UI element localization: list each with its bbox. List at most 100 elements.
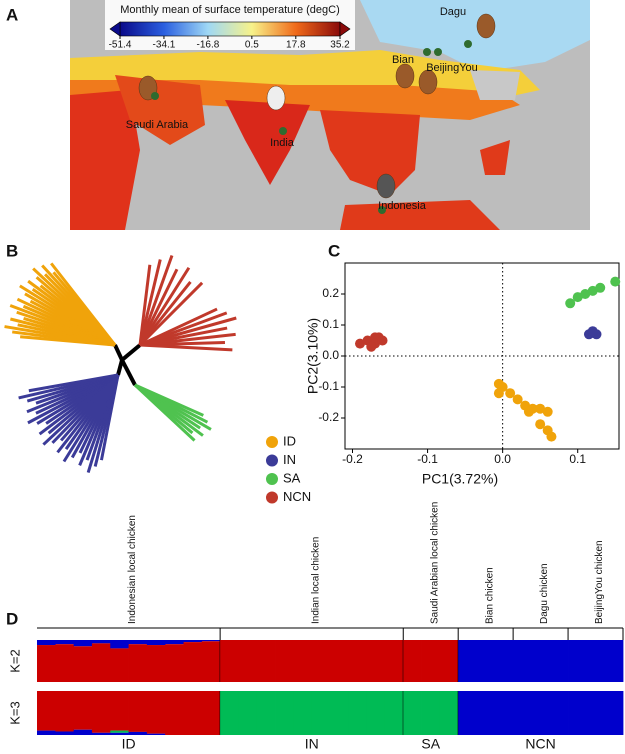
ancestry-segment bbox=[110, 640, 129, 649]
ancestry-segment bbox=[476, 640, 496, 682]
population-label: Bian chicken bbox=[484, 567, 495, 624]
location-dot bbox=[151, 92, 159, 100]
group-label: ID bbox=[122, 736, 136, 752]
legend-label: NCN bbox=[283, 489, 311, 504]
population-label: Dagu chicken bbox=[539, 563, 550, 624]
location-dot bbox=[434, 48, 442, 56]
location-dot bbox=[378, 206, 386, 214]
ancestry-segment bbox=[439, 691, 459, 735]
tree-branch bbox=[133, 383, 196, 442]
ancestry-segment bbox=[165, 691, 184, 735]
panel-label: C bbox=[328, 241, 340, 260]
ancestry-segment bbox=[439, 640, 459, 682]
ancestry-segment bbox=[201, 640, 221, 642]
ancestry-segment bbox=[604, 640, 624, 682]
group-label: NCN bbox=[525, 736, 555, 752]
point bbox=[595, 282, 606, 293]
ancestry-segment bbox=[494, 640, 514, 682]
legend-label: SA bbox=[283, 470, 301, 485]
ancestry-segment bbox=[366, 691, 386, 735]
ancestry-segment bbox=[293, 691, 313, 735]
ancestry-segment bbox=[220, 691, 239, 735]
x-axis-label: PC1(3.72%) bbox=[422, 471, 498, 487]
point bbox=[505, 388, 516, 399]
location-dot bbox=[464, 40, 472, 48]
ancestry-segment bbox=[384, 691, 404, 735]
point bbox=[535, 419, 546, 430]
x-tick-label: 0.0 bbox=[494, 452, 511, 466]
point bbox=[572, 292, 583, 303]
ancestry-segment bbox=[37, 640, 56, 646]
tree-branch bbox=[138, 255, 174, 346]
chicken-icon bbox=[376, 173, 396, 199]
ancestry-segment bbox=[55, 640, 75, 645]
tree-stem bbox=[120, 343, 142, 362]
location-label: BeijingYou bbox=[426, 62, 478, 74]
population-label: Indonesian local chicken bbox=[127, 515, 138, 624]
location-label: Indonesia bbox=[378, 200, 427, 212]
chicken-icon bbox=[266, 85, 286, 111]
colorbar-tick-label: 17.8 bbox=[286, 40, 306, 51]
legend-label: IN bbox=[283, 452, 296, 467]
ancestry-segment bbox=[549, 640, 569, 682]
tree-branch bbox=[138, 259, 162, 346]
ancestry-segment bbox=[128, 644, 148, 682]
point bbox=[493, 388, 504, 399]
ancestry-segment bbox=[73, 691, 93, 730]
point bbox=[512, 394, 523, 405]
ancestry-segment bbox=[311, 691, 331, 735]
ancestry-segment bbox=[568, 640, 587, 682]
group-label: IN bbox=[305, 736, 319, 752]
y-axis-label: PC2(3.10%) bbox=[305, 318, 321, 394]
ancestry-segment bbox=[128, 691, 148, 732]
point bbox=[580, 289, 591, 299]
ancestry-segment bbox=[421, 640, 441, 682]
legend-swatch bbox=[266, 436, 278, 448]
tree-branch bbox=[139, 343, 233, 352]
ancestry-segment bbox=[183, 640, 203, 643]
ancestry-segment bbox=[146, 691, 166, 734]
location-label: Dagu bbox=[440, 6, 466, 18]
colorbar-tick-label: 35.2 bbox=[330, 40, 350, 51]
ancestry-segment bbox=[238, 640, 258, 682]
colorbar-tick-label: -34.1 bbox=[153, 40, 176, 51]
legend-swatch bbox=[266, 473, 278, 485]
ancestry-segment bbox=[531, 640, 551, 682]
ancestry-segment bbox=[604, 691, 624, 735]
location-label: Saudi Arabia bbox=[126, 119, 189, 131]
panel-label: B bbox=[6, 241, 18, 260]
ancestry-segment bbox=[73, 729, 93, 735]
point bbox=[587, 285, 598, 296]
point bbox=[535, 403, 546, 414]
legend-swatch bbox=[266, 491, 278, 504]
point bbox=[366, 341, 377, 352]
tree-branch bbox=[138, 281, 204, 347]
ancestry-segment bbox=[110, 691, 129, 731]
ancestry-segment bbox=[513, 691, 532, 735]
ancestry-segment bbox=[91, 691, 111, 733]
location-label: Bian bbox=[392, 54, 414, 66]
ancestry-segment bbox=[458, 640, 477, 682]
ancestry-segment bbox=[256, 640, 276, 682]
ancestry-segment bbox=[476, 691, 496, 735]
x-tick-label: 0.1 bbox=[569, 452, 586, 466]
ancestry-segment bbox=[37, 730, 56, 735]
ancestry-segment bbox=[384, 640, 404, 682]
chicken-icon bbox=[476, 13, 496, 39]
panel-label: A bbox=[6, 5, 18, 24]
colorbar-tick-label: -16.8 bbox=[196, 40, 219, 51]
ancestry-segment bbox=[110, 732, 129, 735]
ancestry-segment bbox=[183, 691, 203, 735]
ancestry-segment bbox=[403, 691, 422, 735]
ancestry-segment bbox=[568, 691, 587, 735]
ancestry-segment bbox=[73, 646, 93, 682]
ancestry-segment bbox=[348, 691, 368, 735]
ancestry-segment bbox=[146, 645, 166, 682]
ancestry-segment bbox=[55, 644, 75, 682]
y-tick-label: -0.2 bbox=[318, 410, 339, 424]
x-tick-label: -0.2 bbox=[342, 452, 363, 466]
y-tick-label: 0.2 bbox=[322, 286, 339, 300]
ancestry-segment bbox=[146, 733, 166, 735]
ancestry-segment bbox=[275, 691, 294, 735]
